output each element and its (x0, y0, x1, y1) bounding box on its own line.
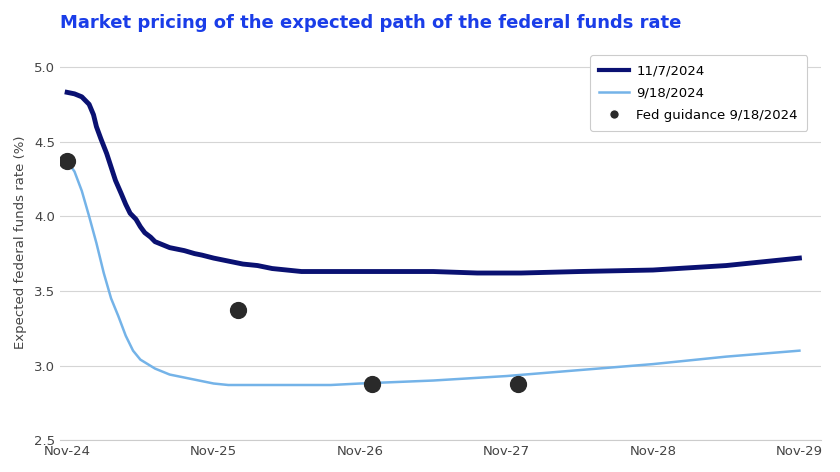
Point (60, 157, 74, 165)
Y-axis label: Expected federal funds rate (%): Expected federal funds rate (%) (14, 135, 27, 349)
Point (512, 380, 525, 388)
Point (232, 307, 245, 314)
Point (365, 380, 379, 388)
Legend: 11/7/2024, 9/18/2024, Fed guidance 9/18/2024: 11/7/2024, 9/18/2024, Fed guidance 9/18/… (591, 55, 807, 131)
Text: Market pricing of the expected path of the federal funds rate: Market pricing of the expected path of t… (60, 14, 681, 32)
